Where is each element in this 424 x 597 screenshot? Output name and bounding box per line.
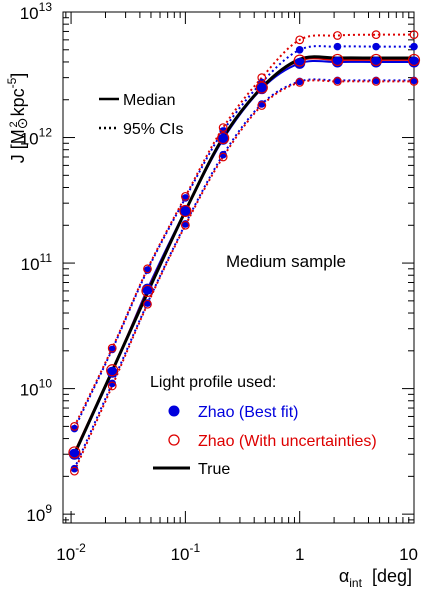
x-tick-label: 10-1 [171, 541, 201, 564]
data-point [107, 343, 117, 353]
legend-label-true: True [198, 461, 230, 478]
profile-legend: Light profile used: Zhao (Best fit) Zhao… [150, 374, 377, 478]
line-style-legend: Median 95% CIs [99, 92, 183, 138]
data-point [257, 101, 267, 110]
data-point [179, 204, 192, 218]
data-point [371, 30, 381, 40]
data-point [70, 464, 79, 473]
y-tick-label: 1010 [20, 377, 53, 400]
legend-label-best-fit: Zhao (Best fit) [198, 404, 298, 421]
y-tick-label: 1011 [21, 251, 53, 274]
data-point [295, 45, 304, 54]
legend-median-label: Median [123, 92, 175, 109]
legend-marker-best-fit [168, 405, 180, 417]
data-point [293, 54, 306, 67]
data-point [179, 205, 191, 217]
data-point [141, 284, 154, 298]
data-point [331, 53, 344, 67]
x-tick-label: 10-2 [56, 541, 86, 564]
data-point [407, 53, 421, 67]
data-point [70, 424, 79, 433]
series-line-2 [73, 45, 414, 430]
data-point [410, 42, 418, 51]
data-point [70, 421, 79, 431]
y-tick-label: 1012 [20, 126, 53, 149]
data-point [294, 57, 306, 69]
data-point [369, 53, 383, 67]
data-point [180, 191, 190, 201]
sample-annotation: Medium sample [226, 252, 346, 271]
data-point [409, 30, 419, 40]
data-point [108, 379, 117, 388]
x-axis-label: αint [deg] [339, 566, 412, 590]
series-line-3 [73, 78, 414, 470]
data-point [371, 77, 381, 86]
data-point [333, 42, 342, 51]
y-tick-label: 109 [26, 502, 52, 525]
y-axis-label: J [M⊙2 kpc-5] [5, 73, 30, 164]
x-tick-label: 10 [399, 545, 418, 564]
data-point [409, 77, 419, 86]
data-point [333, 77, 342, 86]
data-point [218, 123, 228, 132]
x-tick-label: 1 [295, 545, 304, 564]
data-point [256, 83, 268, 95]
data-point [218, 152, 228, 162]
data-point [255, 81, 268, 94]
y-tick-label: 1013 [20, 0, 53, 23]
data-point [295, 35, 305, 45]
legend-ci-label: 95% CIs [123, 121, 183, 138]
data-point [143, 299, 152, 309]
data-point [143, 264, 152, 274]
data-point [257, 73, 267, 83]
legend-label-uncertainties: Zhao (With uncertainties) [198, 433, 377, 450]
data-point [217, 133, 229, 145]
data-point [68, 446, 81, 459]
legend-title: Light profile used: [150, 374, 276, 391]
data-point [295, 77, 305, 87]
data-point [372, 42, 380, 51]
marker-layer [68, 30, 421, 476]
data-point [107, 381, 117, 391]
data-point [70, 466, 79, 476]
series-line-6 [73, 79, 414, 472]
data-point [180, 220, 190, 230]
data-point [106, 364, 119, 377]
legend-marker-uncertainties [168, 434, 180, 446]
minor-ticks [63, 11, 415, 523]
data-point [217, 131, 230, 145]
data-point [333, 31, 342, 40]
tick-labels: 10-2 10-1 1 10 109 1010 1011 1012 1013 [20, 0, 418, 564]
plot-frame [62, 11, 415, 524]
data-point [219, 150, 227, 159]
